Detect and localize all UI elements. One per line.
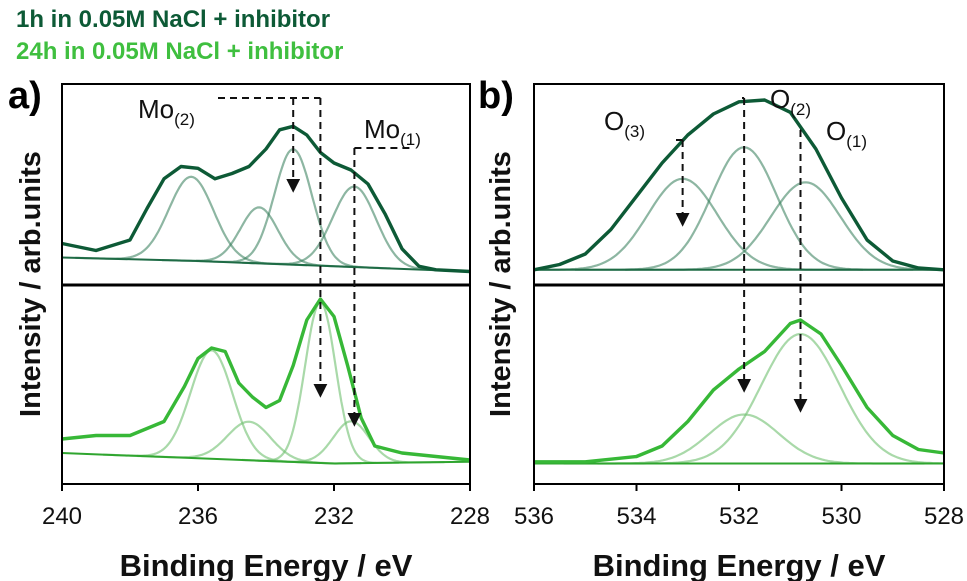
measured-spectrum [533, 98, 945, 272]
measured-spectrum [61, 297, 471, 462]
x-tick-label: 532 [719, 503, 759, 530]
legend-entry-24h: 24h in 0.05M NaCl + inhibitor [16, 38, 344, 65]
background-line [61, 256, 471, 273]
fit-component-1 [563, 413, 925, 465]
measured-spectrum [534, 318, 945, 464]
y-axis-title: Intensity / arb.units [15, 151, 47, 417]
peak-label: O(3) [604, 106, 645, 141]
x-axis-title: Binding Energy / eV [593, 548, 886, 581]
panel-b: 536 534 532 530 528 Binding Energy / eV Intens… [478, 75, 964, 581]
subplot-24h [61, 297, 471, 465]
peak-label: O(2) [770, 84, 811, 119]
x-tick-label: 236 [178, 503, 218, 530]
legend-entry-1h: 1h in 0.05M NaCl + inhibitor [16, 6, 331, 33]
background-line [61, 452, 471, 465]
x-tick-label: 536 [514, 503, 554, 530]
peak-label: Mo(2) [138, 94, 195, 129]
measured-spectrum [61, 124, 471, 274]
x-tick-label: 530 [821, 503, 861, 530]
fit-component-2 [597, 332, 944, 465]
x-tick-label: 232 [314, 503, 354, 530]
panel-label: a) [8, 75, 42, 117]
subplot-1h [533, 98, 945, 272]
panel-label: b) [478, 75, 514, 117]
subplot-24h [534, 318, 945, 465]
x-axis-title: Binding Energy / eV [120, 548, 413, 581]
x-tick-label: 534 [616, 503, 656, 530]
peak-label: Mo(1) [364, 114, 421, 149]
y-axis-title: Intensity / arb.units [485, 151, 517, 417]
fit-component-3 [625, 181, 944, 271]
panel-a: 240 236 232 228 Binding Energy / eV Intensity… [8, 75, 490, 581]
x-tick-label: 240 [42, 503, 82, 530]
x-tick-label: 528 [924, 503, 964, 530]
x-tick-label: 228 [450, 503, 490, 530]
fit-component-2 [162, 206, 357, 269]
peak-label: O(1) [826, 116, 867, 151]
